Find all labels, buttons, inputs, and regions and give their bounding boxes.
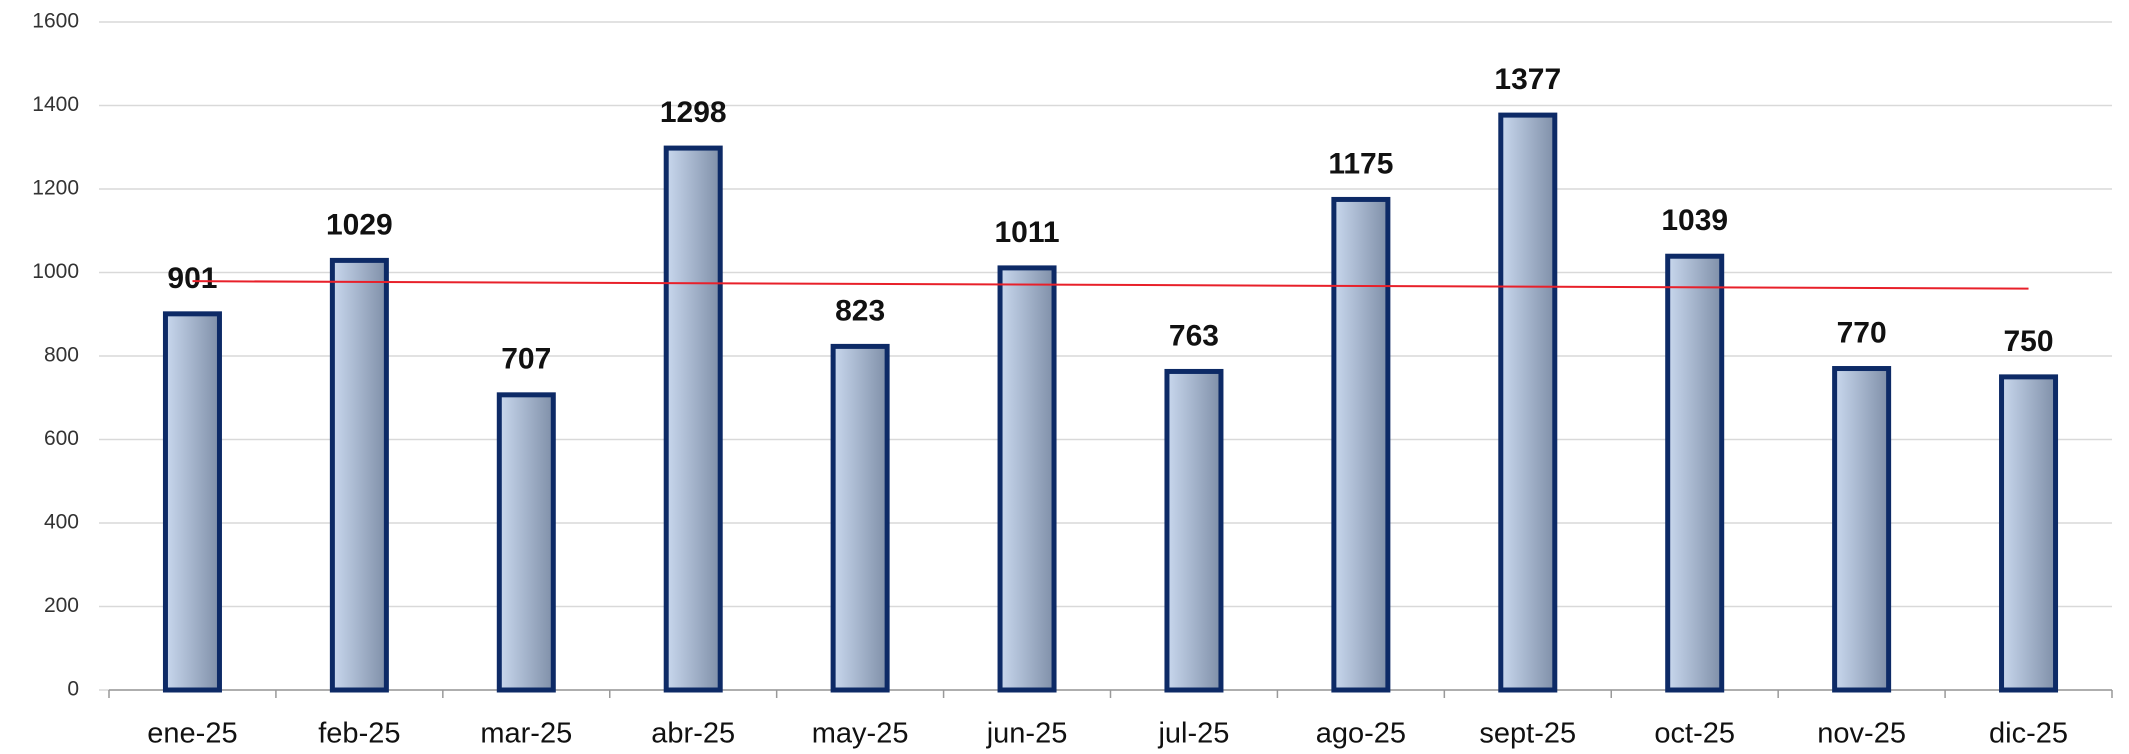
x-tick-label: may-25: [812, 718, 909, 750]
y-tick-label: 1200: [32, 177, 79, 200]
y-tick-label: 800: [44, 344, 79, 367]
bar: [1331, 196, 1391, 693]
bar: [1498, 112, 1558, 693]
bar: [1665, 253, 1725, 693]
y-tick-label: 1600: [32, 10, 79, 33]
y-tick-label: 1400: [32, 93, 79, 116]
bar: [1832, 366, 1892, 693]
value-label: 750: [2004, 325, 2054, 358]
x-tick-label: mar-25: [480, 718, 572, 750]
x-tick-label: jul-25: [1157, 718, 1229, 750]
y-tick-label: 0: [67, 678, 79, 701]
x-tick-label: nov-25: [1817, 718, 1906, 750]
bar: [496, 392, 556, 693]
value-label: 770: [1837, 316, 1887, 349]
x-tick-label: feb-25: [318, 718, 400, 750]
value-label: 1029: [326, 208, 393, 241]
bar: [830, 343, 890, 693]
x-tick-label: jun-25: [986, 718, 1068, 750]
value-label: 1011: [994, 216, 1059, 249]
bar: [329, 257, 389, 693]
y-tick-label: 600: [44, 427, 79, 450]
value-label: 1039: [1661, 204, 1728, 237]
y-tick-label: 1000: [32, 260, 79, 283]
value-label: 1175: [1328, 147, 1393, 180]
x-tick-label: abr-25: [651, 718, 735, 750]
value-label: 707: [501, 343, 551, 376]
bar: [1999, 374, 2059, 693]
x-tick-label: sept-25: [1479, 718, 1576, 750]
bar: [1164, 368, 1224, 693]
x-tick-label: dic-25: [1989, 718, 2068, 750]
x-tick-label: ene-25: [147, 718, 237, 750]
x-tick-label: ago-25: [1316, 718, 1406, 750]
trend-line: [192, 280, 2029, 290]
x-tick-label: oct-25: [1654, 718, 1735, 750]
y-tick-label: 200: [44, 594, 79, 617]
value-label: 1298: [660, 96, 727, 129]
value-label: 763: [1169, 319, 1219, 352]
value-label: 1377: [1494, 63, 1561, 96]
bar: [997, 265, 1057, 693]
value-label: 901: [167, 262, 217, 295]
bar: [663, 145, 723, 693]
value-label: 823: [835, 294, 885, 327]
bar: [162, 311, 222, 693]
y-tick-label: 400: [44, 511, 79, 534]
